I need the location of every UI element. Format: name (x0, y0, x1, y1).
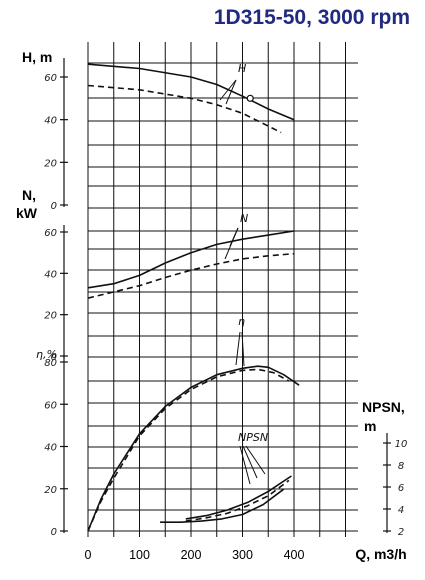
annotation-leader (224, 227, 239, 260)
annotation-leader (245, 445, 266, 475)
panel-tick-label: 0 (51, 352, 57, 363)
x-axis-label: Q, m3/h (355, 546, 406, 562)
n-axis-label: N, (22, 187, 36, 203)
x-tick-label: 200 (181, 548, 202, 562)
annotation-leader (242, 445, 258, 479)
panel-tick-label: 20 (44, 485, 57, 496)
panel-tick-label: 20 (44, 158, 57, 169)
panel-tick-label: 80 (44, 358, 57, 369)
axes (60, 58, 391, 533)
curve-annotation: η (238, 315, 245, 328)
curves (87, 63, 300, 532)
annotation-leader (241, 331, 245, 367)
panel-tick-label: 40 (44, 116, 57, 127)
panel-tick-label: 60 (44, 228, 57, 239)
series-line (87, 365, 300, 532)
panel-tick-label: 40 (44, 269, 57, 280)
x-tick-label: 400 (284, 548, 305, 562)
page-title: 1D315-50, 3000 rpm (213, 6, 410, 29)
x-tick-label: 300 (232, 548, 253, 562)
panel-tick-label: 40 (44, 443, 57, 454)
npsn-tick-label: 8 (398, 461, 404, 472)
annotation-leader (239, 445, 251, 485)
series-line (87, 368, 290, 532)
n-axis-label: kW (16, 205, 38, 221)
grid (87, 42, 358, 537)
x-tick-label: 0 (85, 548, 92, 562)
data-marker (246, 94, 254, 102)
series-line (160, 488, 285, 524)
panel-tick-label: 0 (51, 201, 57, 212)
panel-tick-label: 20 (44, 311, 57, 322)
curve-annotation: NPSN (238, 431, 268, 444)
panel-tick-label: 60 (44, 400, 57, 411)
npsn-tick-label: 6 (398, 483, 404, 494)
annotation-leader (219, 79, 237, 101)
npsn-axis-label: m (364, 418, 376, 434)
series-line (87, 252, 295, 299)
h-axis-label: H, m (22, 49, 52, 65)
series-line (185, 479, 290, 522)
series-line (87, 84, 282, 134)
curve-annotation: H (238, 62, 246, 75)
npsn-tick-label: 4 (398, 505, 404, 516)
panel-tick-label: 60 (44, 73, 57, 84)
series-line (185, 475, 292, 520)
series-line (87, 63, 295, 121)
eff-axis-label: η,% (36, 348, 57, 361)
npsn-tick-label: 10 (395, 439, 408, 450)
x-tick-label: 100 (129, 548, 150, 562)
curve-annotation: N (240, 212, 248, 225)
series-line (87, 230, 295, 289)
npsn-tick-label: 2 (398, 527, 404, 538)
annotation-leader (235, 331, 241, 366)
npsn-axis-label: NPSN, (362, 399, 405, 415)
annotation-leader (225, 79, 237, 105)
panel-tick-label: 0 (51, 527, 57, 538)
